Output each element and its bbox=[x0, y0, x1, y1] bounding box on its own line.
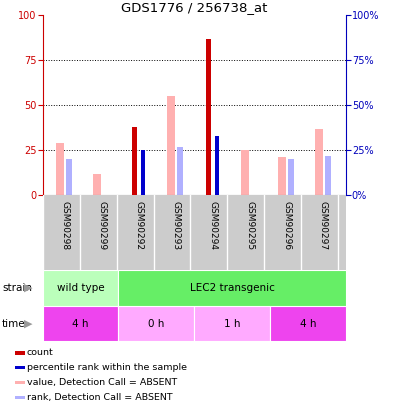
Bar bbox=[43, 270, 118, 306]
Text: strain: strain bbox=[2, 283, 32, 293]
Bar bbox=[194, 306, 270, 341]
Bar bbox=[15, 351, 24, 354]
Bar bbox=[278, 158, 286, 195]
Text: rank, Detection Call = ABSENT: rank, Detection Call = ABSENT bbox=[27, 393, 173, 402]
Text: GSM90293: GSM90293 bbox=[171, 201, 180, 250]
Text: value, Detection Call = ABSENT: value, Detection Call = ABSENT bbox=[27, 378, 177, 387]
Bar bbox=[15, 381, 24, 384]
Title: GDS1776 / 256738_at: GDS1776 / 256738_at bbox=[121, 1, 267, 14]
Bar bbox=[15, 396, 24, 399]
Text: percentile rank within the sample: percentile rank within the sample bbox=[27, 363, 187, 372]
Bar bbox=[270, 306, 346, 341]
Text: GSM90297: GSM90297 bbox=[319, 201, 328, 250]
Bar bbox=[325, 156, 331, 195]
Bar bbox=[43, 306, 118, 341]
Text: GSM90292: GSM90292 bbox=[134, 201, 143, 250]
Text: 1 h: 1 h bbox=[224, 319, 240, 328]
Text: 4 h: 4 h bbox=[72, 319, 89, 328]
Text: wild type: wild type bbox=[57, 283, 104, 293]
Bar bbox=[141, 150, 145, 195]
Bar bbox=[132, 127, 137, 195]
Text: GSM90299: GSM90299 bbox=[97, 201, 106, 250]
Text: GSM90296: GSM90296 bbox=[282, 201, 291, 250]
Bar bbox=[241, 150, 249, 195]
Bar bbox=[118, 306, 194, 341]
Bar bbox=[315, 129, 323, 195]
Text: 0 h: 0 h bbox=[148, 319, 164, 328]
Text: count: count bbox=[27, 348, 54, 357]
Text: ▶: ▶ bbox=[24, 283, 33, 293]
Bar bbox=[167, 96, 175, 195]
Bar bbox=[56, 143, 64, 195]
Text: time: time bbox=[2, 319, 26, 328]
Bar bbox=[177, 147, 183, 195]
Text: 4 h: 4 h bbox=[299, 319, 316, 328]
Bar bbox=[288, 159, 294, 195]
Text: GSM90298: GSM90298 bbox=[60, 201, 70, 250]
Bar bbox=[215, 136, 219, 195]
Bar bbox=[205, 39, 211, 195]
Bar bbox=[93, 174, 102, 195]
Bar bbox=[15, 366, 24, 369]
Text: GSM90295: GSM90295 bbox=[245, 201, 254, 250]
Bar bbox=[118, 270, 346, 306]
Text: ▶: ▶ bbox=[24, 319, 33, 328]
Bar bbox=[66, 159, 72, 195]
Text: GSM90294: GSM90294 bbox=[208, 201, 217, 250]
Text: LEC2 transgenic: LEC2 transgenic bbox=[190, 283, 275, 293]
